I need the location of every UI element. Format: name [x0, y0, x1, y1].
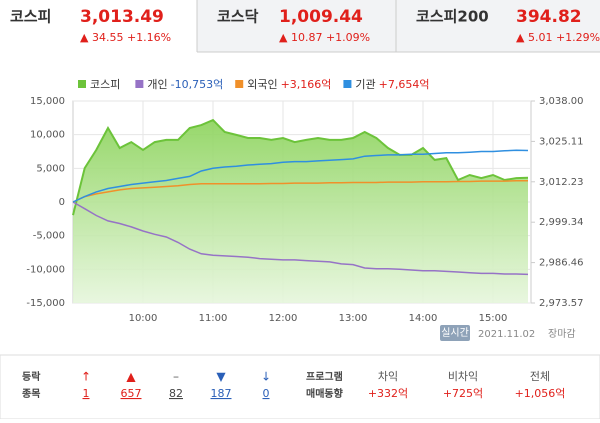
x-tick-label: 12:00: [269, 313, 298, 324]
icon: –: [173, 370, 179, 384]
tab-name[interactable]: 코스피200: [416, 8, 489, 26]
series-line: [72, 201, 529, 276]
count[interactable]: 82: [169, 387, 183, 400]
tab-bg: [197, 0, 600, 52]
legend-name: 개인: [147, 78, 167, 91]
series-line: [72, 118, 529, 216]
y2-tick-label: 3,012.23: [539, 177, 584, 188]
legend-name: 기관: [355, 78, 375, 91]
y2-tick-label: 2,986.46: [539, 258, 584, 269]
y-tick-label: -10,000: [26, 264, 65, 275]
tab-change: ▲ 10.87 +1.09%: [279, 31, 370, 44]
y2-tick-label: 2,999.34: [539, 217, 584, 228]
count[interactable]: 187: [211, 387, 232, 400]
icon: ↓: [261, 370, 271, 384]
program-value: +332억: [368, 387, 408, 400]
tab-value: 3,013.49: [80, 7, 164, 27]
program-value: +725억: [443, 387, 483, 400]
icon: ▲: [126, 370, 136, 384]
x-tick-label: 14:00: [409, 313, 438, 324]
area: [73, 120, 528, 303]
y-tick-label: 5,000: [36, 163, 65, 174]
state: 장마감: [548, 328, 576, 340]
program-value: +1,056억: [515, 387, 566, 400]
count[interactable]: 1: [83, 387, 90, 400]
y-tick-label: 15,000: [30, 96, 65, 107]
icon: ↑: [81, 370, 91, 384]
y-tick-label: -5,000: [33, 231, 65, 242]
program-name: 전체: [530, 370, 550, 383]
x-tick-label: 15:00: [479, 313, 508, 324]
legend-name: 외국인: [247, 78, 277, 91]
series-line: [72, 179, 529, 203]
tab-change: ▲ 34.55 +1.16%: [80, 31, 171, 44]
tab-change: ▲ 5.01 +1.29%: [516, 31, 600, 44]
y-tick-label: 0: [59, 197, 65, 208]
label: 프로그램: [306, 371, 343, 383]
y-tick-label: -15,000: [26, 298, 65, 309]
stats-box: [0, 354, 600, 420]
icon: ▼: [216, 370, 226, 384]
legend-swatch: [78, 80, 86, 88]
series-line: [72, 149, 529, 203]
legend-value: +7,654억: [379, 78, 430, 91]
label: 매매동향: [306, 387, 344, 400]
legend-swatch: [343, 80, 352, 88]
y2-tick-label: 2,973.57: [539, 298, 584, 309]
count[interactable]: 657: [121, 387, 142, 400]
x-tick-label: 11:00: [199, 313, 228, 324]
tab-name[interactable]: 코스닥: [217, 8, 259, 26]
y2-tick-label: 3,025.11: [539, 136, 584, 147]
badge-bg: [440, 325, 470, 341]
badge: 실시간: [441, 327, 469, 339]
y-tick-label: 10,000: [30, 130, 65, 141]
legend-value: -10,753억: [171, 78, 224, 91]
legend-swatch: [135, 80, 144, 88]
y2-tick-label: 3,038.00: [539, 96, 584, 107]
tab-value: 394.82: [516, 7, 582, 27]
x-tick-label: 13:00: [339, 313, 368, 324]
label: 종목: [22, 388, 40, 400]
label: 등락: [22, 371, 41, 383]
legend-swatch: [235, 80, 244, 88]
tab-name[interactable]: 코스피: [10, 8, 51, 26]
legend-name: 코스피: [90, 78, 120, 91]
program-name: 비차익: [448, 370, 478, 383]
date: 2021.11.02: [478, 329, 535, 340]
tab-value: 1,009.44: [279, 7, 363, 27]
program-name: 차익: [378, 370, 398, 383]
x-tick-label: 10:00: [129, 313, 158, 324]
legend-value: +3,166억: [281, 78, 332, 91]
count[interactable]: 0: [263, 387, 270, 400]
